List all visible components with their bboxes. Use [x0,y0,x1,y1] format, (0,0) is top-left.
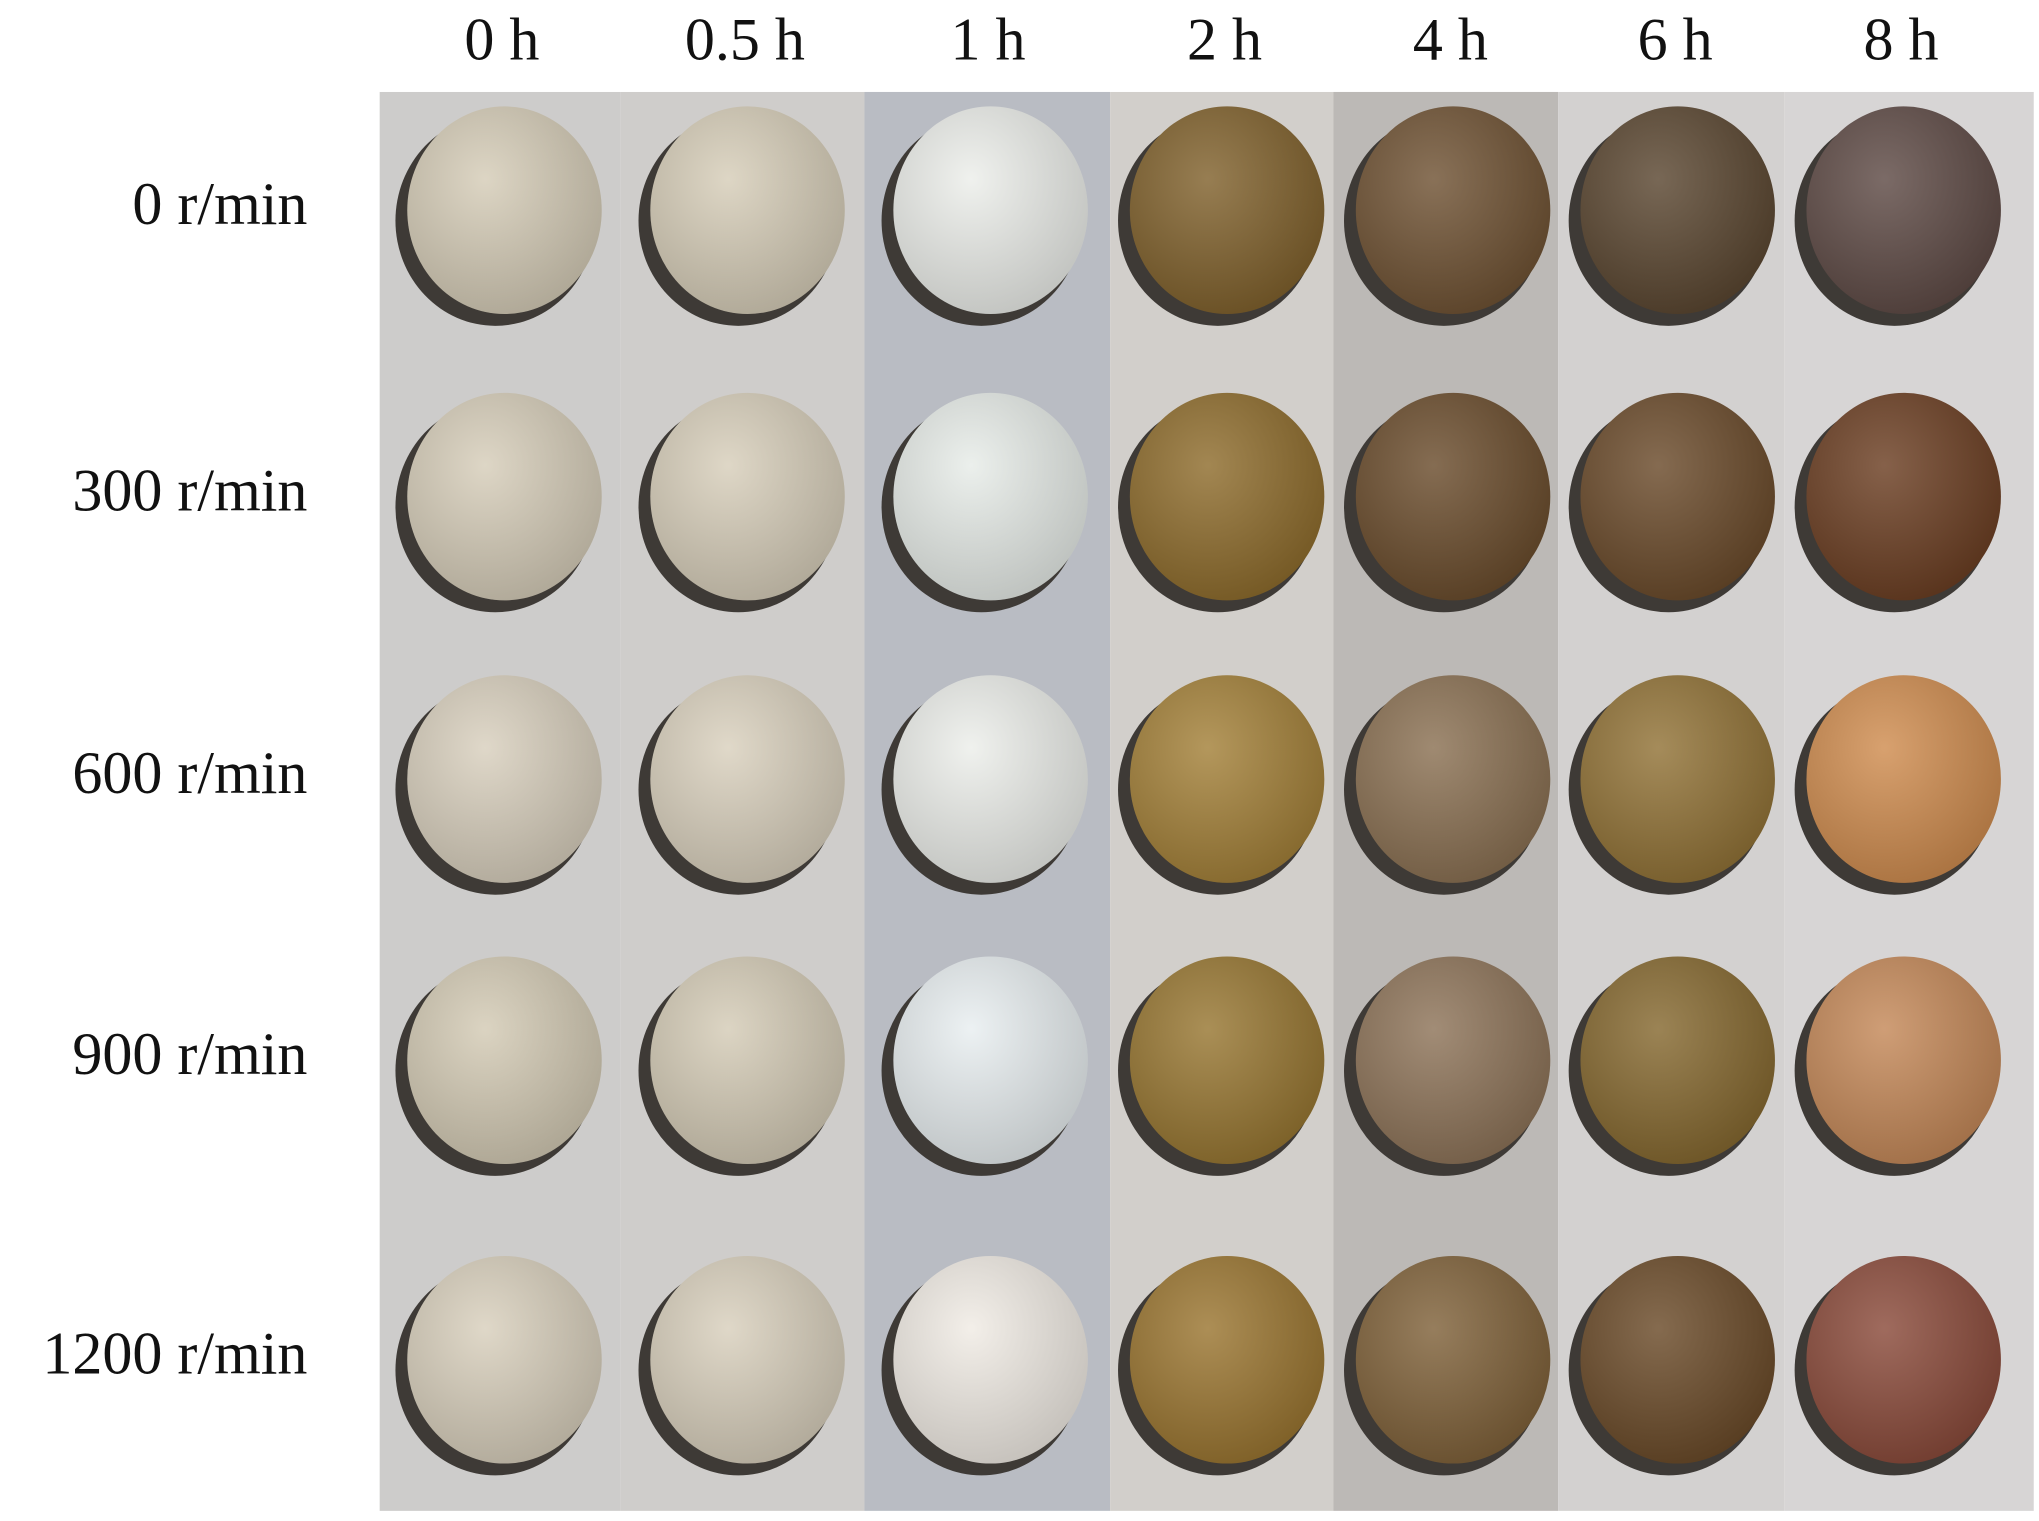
disk-sheen [893,392,1088,601]
disk-sheen [1580,956,1775,1165]
disk-sheen [1580,675,1775,883]
disk-sheen [1806,675,2001,883]
disk-sheen [893,1255,1088,1464]
disk-sheen [893,956,1088,1165]
disk-sheen [1580,1255,1775,1464]
disk-sheen [893,675,1088,883]
disk-sheen [1129,675,1325,883]
disk-sheen [407,675,602,883]
row-label: 300 r/min [72,457,307,523]
disk-sheen [407,106,602,314]
disk-sheen [1806,956,2001,1165]
disk-sheen [1129,1255,1325,1464]
disk-sheen [650,675,845,883]
disk-sheen [1806,392,2001,601]
disk-sheen [650,392,845,601]
disk-sheen [1355,106,1551,314]
disk-sheen [650,1255,845,1464]
disk-sheen [893,106,1088,314]
disk-sheen [1580,106,1775,314]
row-label: 0 r/min [132,171,307,237]
disk-sheen [1580,392,1775,601]
column-label: 6 h [1638,7,1713,73]
row-label: 900 r/min [72,1021,307,1087]
disk-sheen [1806,1255,2001,1464]
disk-sheen [407,956,602,1165]
disk-sheen [1355,1255,1551,1464]
column-label: 0.5 h [685,7,805,73]
disk-sheen [650,106,845,314]
column-label: 2 h [1187,7,1262,73]
column-label: 4 h [1413,7,1488,73]
disk-sheen [1355,956,1551,1165]
disk-sheen [407,392,602,601]
column-label: 0 h [464,7,539,73]
disk-sheen [1129,956,1325,1165]
disk-sheen [1129,392,1325,601]
disk-sheen [1806,106,2001,314]
column-label: 1 h [950,7,1025,73]
column-label: 8 h [1864,7,1939,73]
row-label: 600 r/min [72,740,307,806]
disk-sheen [407,1255,602,1464]
disk-sheen [650,956,845,1165]
disk-sheen [1129,106,1325,314]
disk-sheen [1355,675,1551,883]
disk-sheen [1355,392,1551,601]
row-label: 1200 r/min [42,1321,307,1387]
